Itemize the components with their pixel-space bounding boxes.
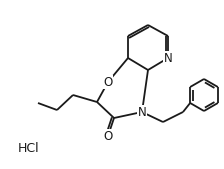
Text: N: N [164,52,172,65]
Text: N: N [138,105,146,118]
Text: HCl: HCl [18,141,40,154]
Text: O: O [103,129,113,142]
Text: O: O [103,76,113,89]
